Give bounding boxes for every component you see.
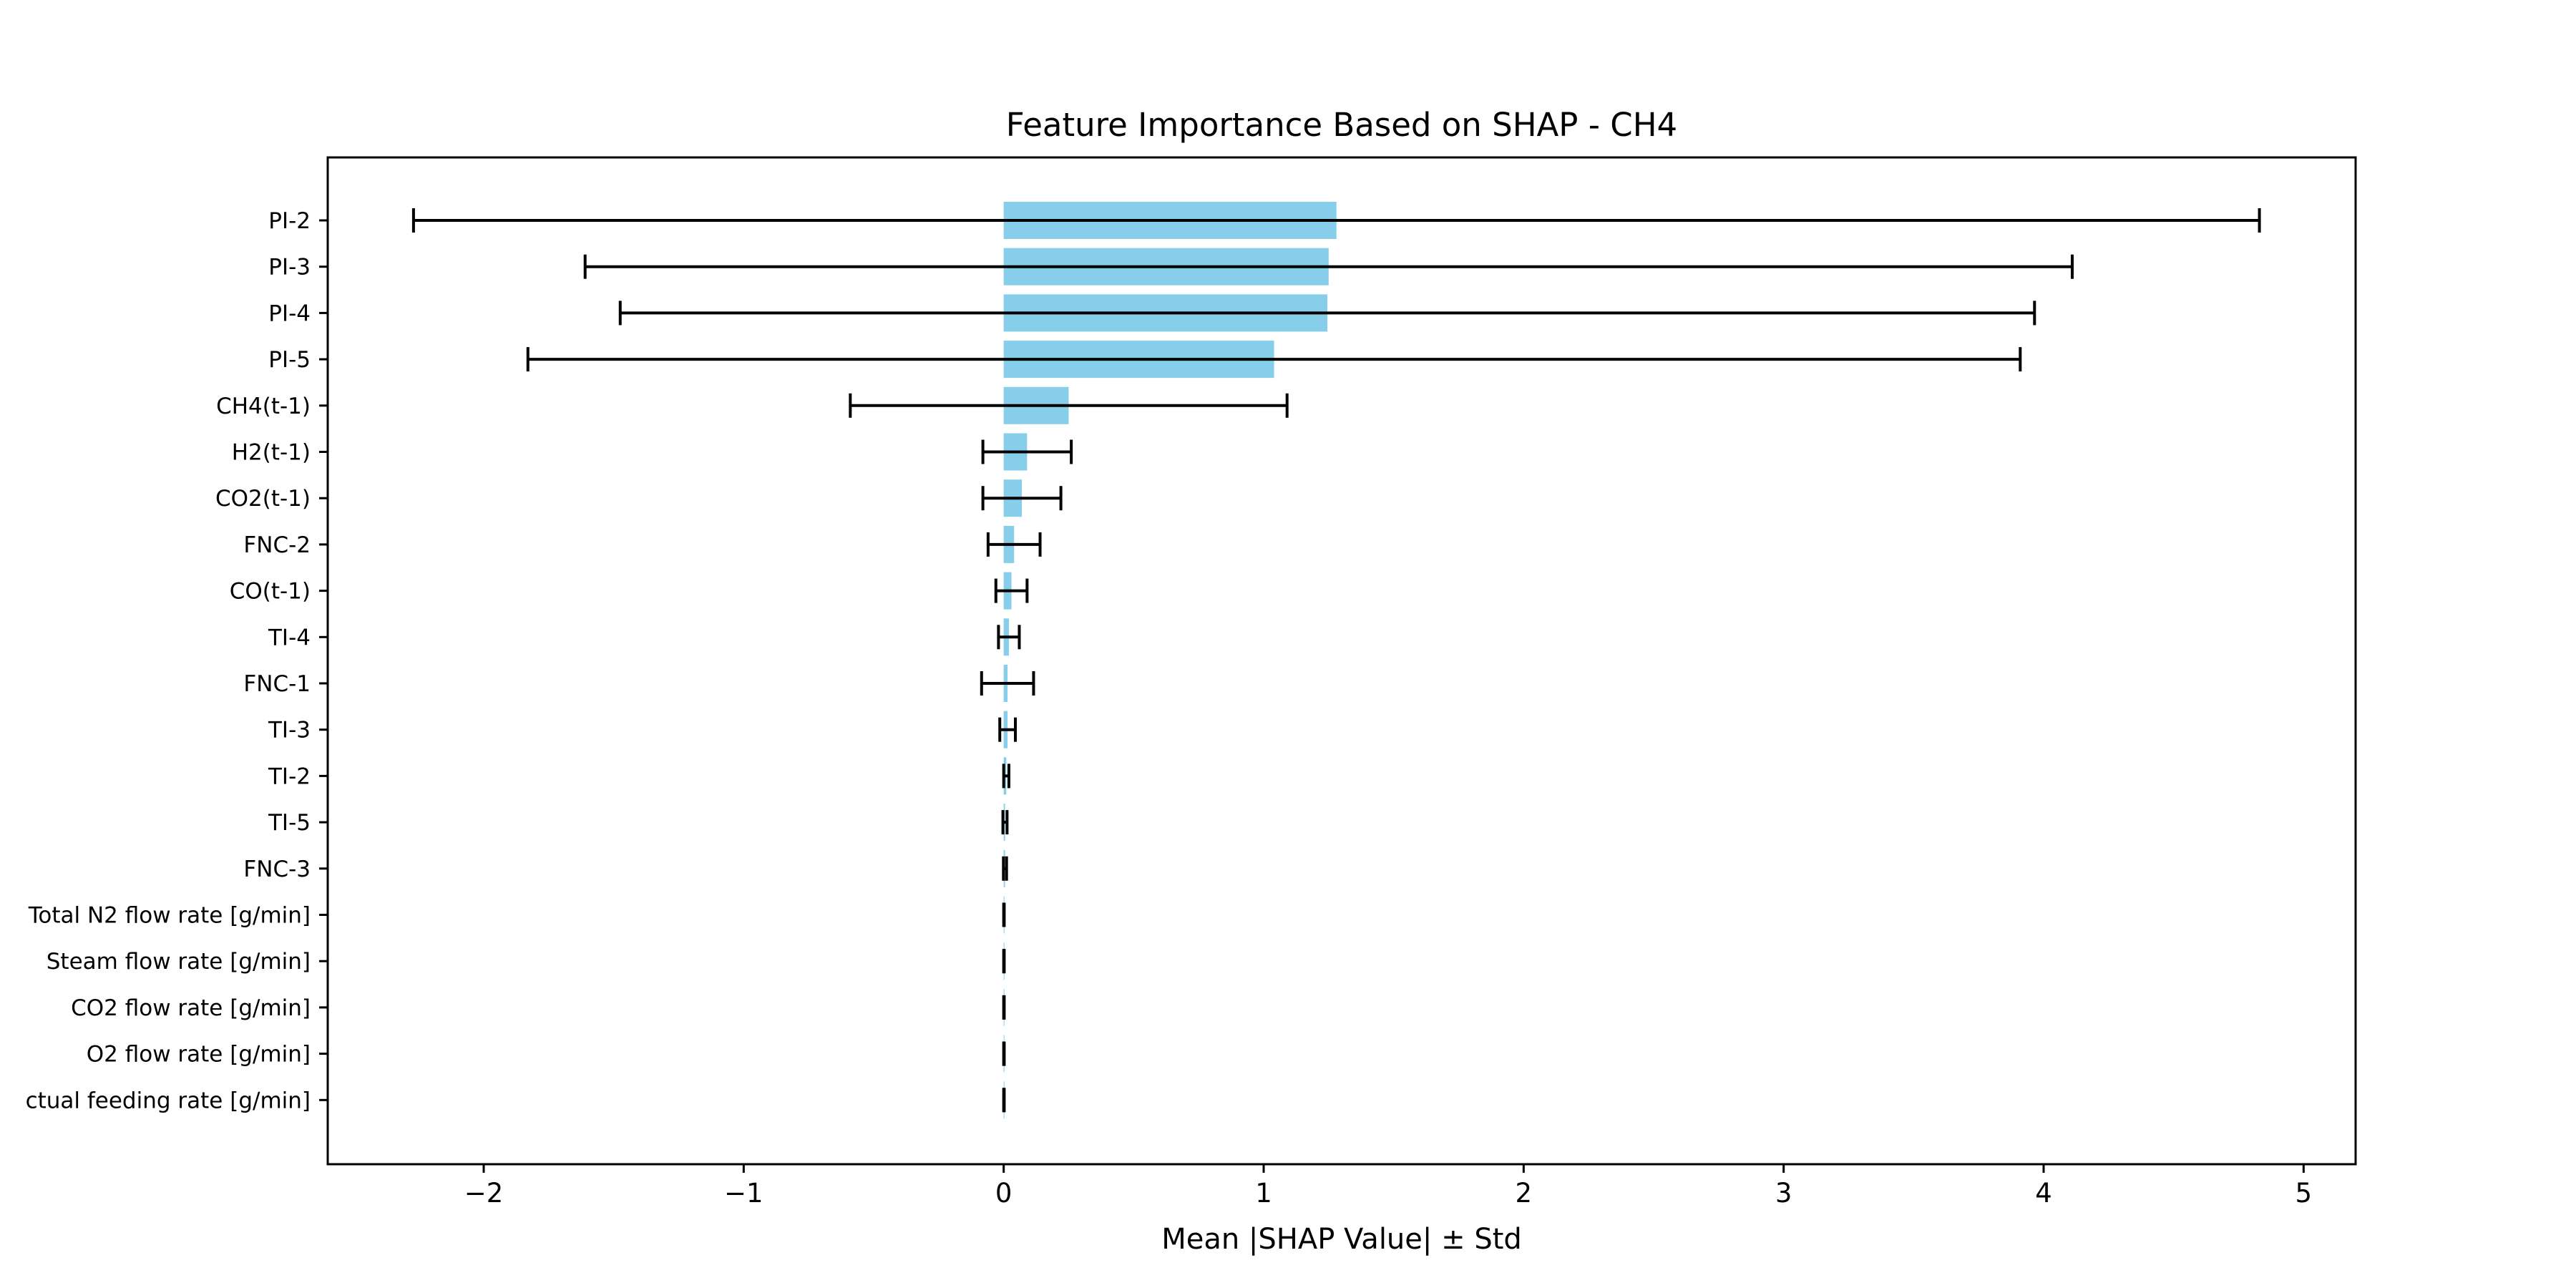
x-tick-label: 2: [1516, 1178, 1533, 1209]
x-tick-label: 3: [1775, 1178, 1792, 1209]
y-tick-label: PI-5: [268, 347, 311, 373]
error-bar: [411, 208, 2261, 233]
error-bar: [1002, 1088, 1006, 1113]
error-bar: [526, 347, 2022, 372]
error-bar: [583, 254, 2074, 279]
y-tick-label: PI-2: [268, 208, 311, 234]
x-tick-label: 5: [2296, 1178, 2313, 1209]
error-bar: [980, 671, 1035, 696]
y-tick-label: TI-4: [268, 625, 311, 650]
y-tick-label: CO2(t-1): [215, 486, 311, 512]
y-tick-label: PI-4: [268, 301, 311, 326]
x-tick-label: −2: [464, 1178, 504, 1209]
y-tick-label: ctual feeding rate [g/min]: [26, 1088, 311, 1113]
y-tick-label: TI-2: [268, 763, 311, 789]
y-tick-label: CO(t-1): [230, 579, 311, 605]
y-tick-label: FNC-3: [243, 857, 311, 882]
y-tick-label: CO2 flow rate [g/min]: [71, 995, 311, 1021]
plot-area: [411, 202, 2261, 1119]
error-bar: [849, 393, 1289, 418]
error-bar: [981, 486, 1063, 511]
y-axis: PI-2 PI-3 PI-4 PI-5 CH4(t-1) H2(t-1) CO2(t-1) F…: [26, 208, 328, 1113]
x-tick-label: 4: [2035, 1178, 2052, 1209]
error-bar: [1002, 949, 1006, 974]
y-tick-label: TI-5: [268, 810, 311, 836]
error-bar: [981, 439, 1073, 464]
y-tick-label: PI-3: [268, 255, 311, 280]
error-bar: [997, 625, 1021, 650]
error-bar: [986, 532, 1042, 557]
error-bar: [1002, 856, 1008, 881]
x-tick-label: 0: [995, 1178, 1013, 1209]
y-tick-label: FNC-2: [243, 532, 311, 558]
y-tick-label: CH4(t-1): [216, 394, 311, 419]
y-tick-label: TI-3: [268, 718, 311, 743]
error-bar: [998, 717, 1018, 742]
y-tick-label: O2 flow rate [g/min]: [87, 1042, 311, 1068]
error-bar: [1002, 902, 1006, 927]
chart-title: Feature Importance Based on SHAP - CH4: [1006, 106, 1677, 144]
x-axis: −2 −1 0 1 2 3 4 5: [464, 1164, 2312, 1209]
error-bar: [1002, 763, 1010, 789]
plot-frame: [326, 156, 2357, 1166]
error-bar: [618, 301, 2036, 326]
y-tick-label: Steam flow rate [g/min]: [47, 949, 311, 975]
error-bar: [1002, 995, 1006, 1020]
x-tick-label: −1: [724, 1178, 763, 1209]
x-axis-label: Mean |SHAP Value| ± Std: [1161, 1223, 1522, 1256]
error-bar: [1002, 1041, 1006, 1066]
x-tick-label: 1: [1255, 1178, 1272, 1209]
y-tick-label: Total N2 flow rate [g/min]: [28, 903, 311, 929]
error-bar: [994, 578, 1029, 603]
y-tick-label: FNC-1: [243, 671, 311, 697]
y-tick-label: H2(t-1): [232, 440, 311, 466]
error-bar: [1001, 810, 1009, 835]
